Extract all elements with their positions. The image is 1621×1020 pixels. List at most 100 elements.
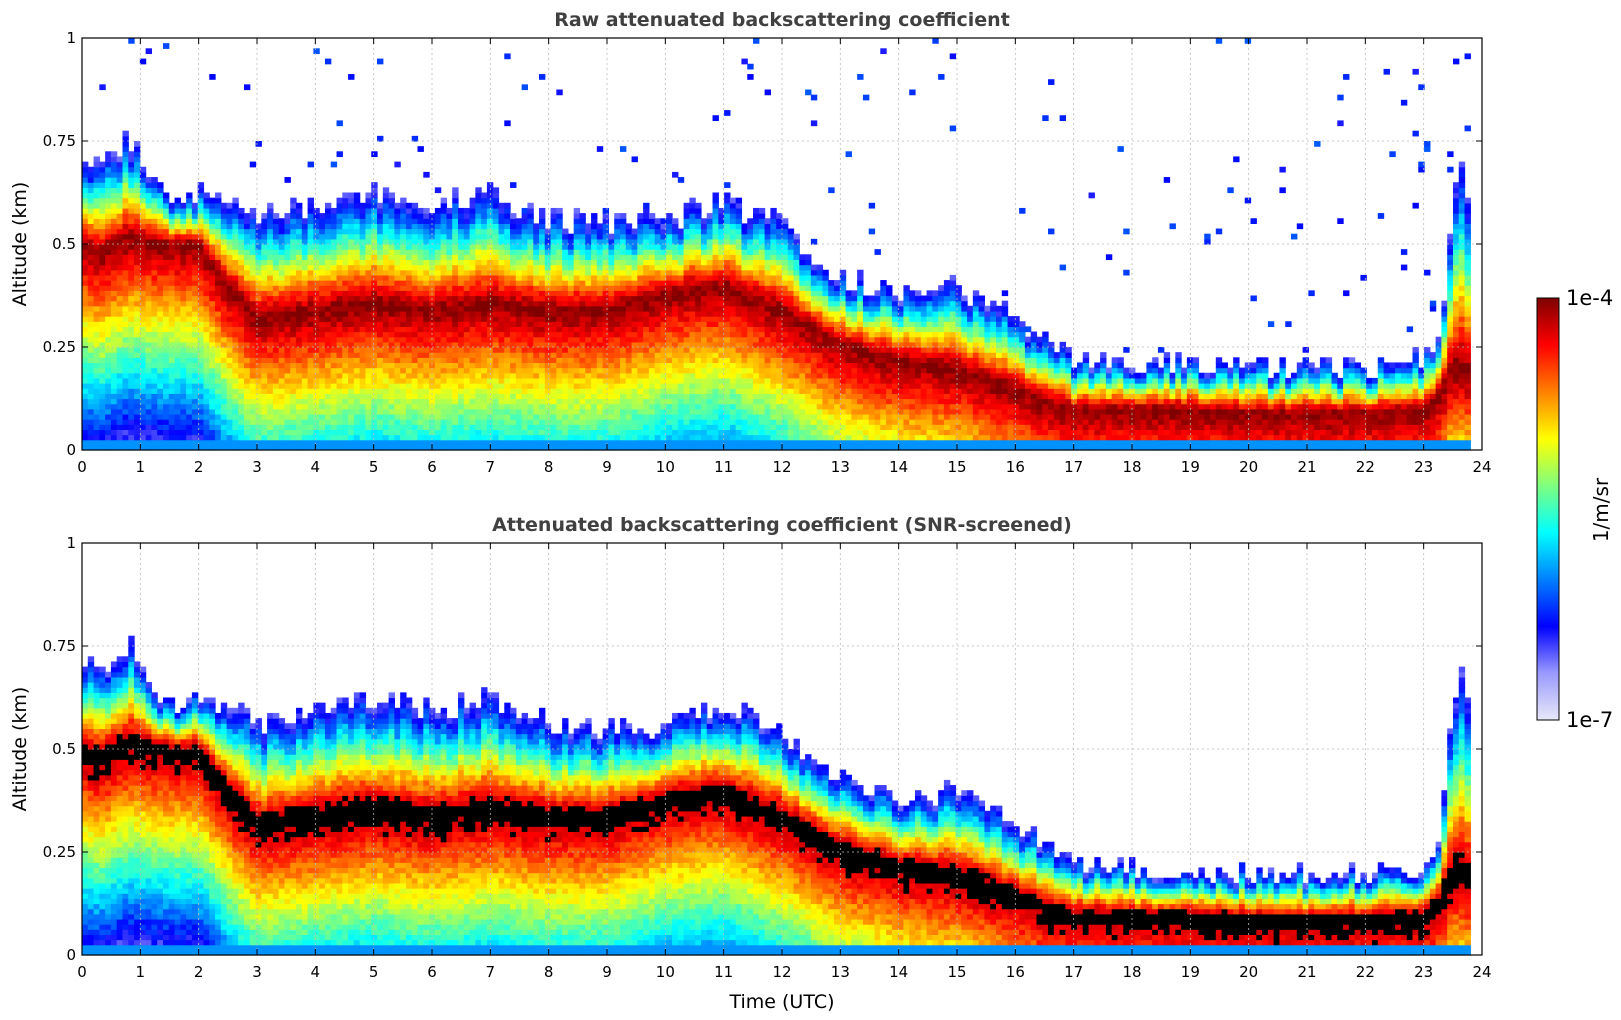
heatmap-cell <box>146 259 152 265</box>
heatmap-cell <box>539 306 545 312</box>
heatmap-cell <box>562 275 568 281</box>
heatmap-cell <box>481 259 487 265</box>
heatmap-cell <box>435 429 441 435</box>
heatmap-cell <box>632 301 638 307</box>
heatmap-cell <box>632 352 638 358</box>
heatmap-cell <box>666 218 672 224</box>
heatmap-cell <box>383 429 389 435</box>
heatmap-cell <box>522 270 528 276</box>
heatmap-cell <box>545 424 551 430</box>
heatmap-cell <box>267 357 273 363</box>
heatmap-cell <box>261 368 267 374</box>
heatmap-cell <box>377 296 383 302</box>
heatmap-cell <box>632 311 638 317</box>
heatmap-cell <box>82 193 88 199</box>
heatmap-cell <box>325 270 331 276</box>
heatmap-cell <box>215 198 221 204</box>
heatmap-cell <box>325 352 331 358</box>
heatmap-cell <box>146 223 152 229</box>
heatmap-cell <box>574 285 580 291</box>
heatmap-cell <box>666 259 672 265</box>
heatmap-cell <box>481 357 487 363</box>
heatmap-cell <box>105 280 111 286</box>
heatmap-cell <box>209 218 215 224</box>
heatmap-cell <box>383 296 389 302</box>
heatmap-cell <box>660 424 666 430</box>
heatmap-cell <box>88 223 94 229</box>
heatmap-cell <box>244 265 250 271</box>
heatmap-cell <box>649 419 655 425</box>
heatmap-cell <box>284 409 290 415</box>
heatmap-cell <box>111 229 117 235</box>
heatmap-cell <box>649 290 655 296</box>
heatmap-cell <box>389 223 395 229</box>
heatmap-cell <box>186 378 192 384</box>
heatmap-cell <box>169 280 175 286</box>
heatmap-cell <box>585 373 591 379</box>
heatmap-cell <box>105 316 111 322</box>
heatmap-cell <box>180 244 186 250</box>
heatmap-cell <box>666 321 672 327</box>
heatmap-cell <box>169 254 175 260</box>
heatmap-cell <box>313 311 319 317</box>
heatmap-cell <box>562 306 568 312</box>
heatmap-cell <box>660 270 666 276</box>
heatmap-cell <box>296 337 302 343</box>
heatmap-cell <box>394 393 400 399</box>
heatmap-cell <box>516 244 522 250</box>
heatmap-cell <box>371 234 377 240</box>
heatmap-cell <box>660 362 666 368</box>
heatmap-cell <box>256 270 262 276</box>
heatmap-cell <box>533 337 539 343</box>
heatmap-cell <box>250 424 256 430</box>
heatmap-cell <box>406 435 412 441</box>
heatmap-cell <box>458 424 464 430</box>
heatmap-cell <box>504 249 510 255</box>
heatmap-cell <box>175 321 181 327</box>
heatmap-cell <box>337 223 343 229</box>
heatmap-cell <box>308 419 314 425</box>
heatmap-cell <box>238 275 244 281</box>
heatmap-cell <box>527 347 533 353</box>
heatmap-cell <box>389 296 395 302</box>
heatmap-cell <box>412 218 418 224</box>
heatmap-cell <box>82 337 88 343</box>
heatmap-cell <box>377 208 383 214</box>
heatmap-cell <box>337 229 343 235</box>
heatmap-cell <box>400 306 406 312</box>
heatmap-cell <box>499 424 505 430</box>
heatmap-cell <box>464 270 470 276</box>
heatmap-cell <box>99 435 105 441</box>
heatmap-cell <box>441 223 447 229</box>
heatmap-cell <box>562 347 568 353</box>
heatmap-cell <box>267 311 273 317</box>
heatmap-cell <box>608 270 614 276</box>
heatmap-cell <box>134 229 140 235</box>
heatmap-cell <box>175 290 181 296</box>
heatmap-cell <box>342 270 348 276</box>
heatmap-cell <box>383 229 389 235</box>
heatmap-cell <box>389 419 395 425</box>
heatmap-cell <box>273 265 279 271</box>
heatmap-cell <box>579 383 585 389</box>
heatmap-cell <box>250 383 256 389</box>
heatmap-cell <box>568 429 574 435</box>
heatmap-cell <box>516 393 522 399</box>
heatmap-cell <box>99 172 105 178</box>
heatmap-cell <box>389 306 395 312</box>
heatmap-cell <box>533 280 539 286</box>
heatmap-cell <box>556 424 562 430</box>
heatmap-cell <box>128 249 134 255</box>
heatmap-cell <box>296 347 302 353</box>
heatmap-cell <box>464 393 470 399</box>
heatmap-cell <box>412 280 418 286</box>
heatmap-cell <box>244 388 250 394</box>
heatmap-cell <box>620 352 626 358</box>
heatmap-cell <box>313 275 319 281</box>
heatmap-cell <box>470 357 476 363</box>
heatmap-cell <box>400 311 406 317</box>
heatmap-cell <box>649 368 655 374</box>
heatmap-cell <box>418 368 424 374</box>
heatmap-cell <box>354 383 360 389</box>
heatmap-cell <box>499 229 505 235</box>
